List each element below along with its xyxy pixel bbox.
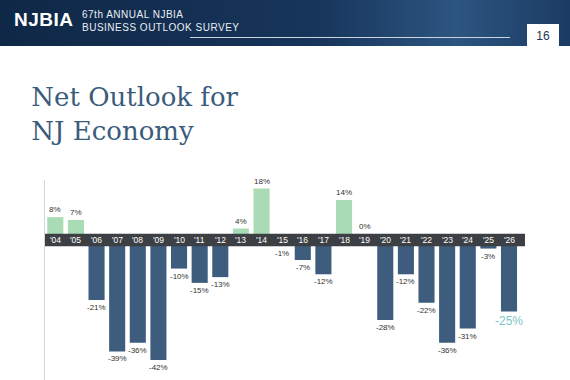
svg-text:-36%: -36%	[438, 346, 457, 355]
svg-text:'13: '13	[235, 235, 246, 245]
svg-text:'22: '22	[421, 235, 432, 245]
svg-text:-13%: -13%	[211, 280, 230, 289]
svg-text:-10%: -10%	[170, 272, 189, 281]
svg-text:Net Outlook forNJ Economy: Net Outlook forNJ Economy	[31, 82, 238, 146]
svg-text:'04: '04	[50, 235, 61, 245]
svg-text:'09: '09	[153, 235, 164, 245]
svg-text:-12%: -12%	[314, 277, 333, 286]
svg-text:8%: 8%	[49, 205, 61, 214]
svg-text:-12%: -12%	[396, 277, 415, 286]
svg-text:-28%: -28%	[376, 323, 395, 332]
svg-text:'20: '20	[380, 235, 391, 245]
svg-text:'25: '25	[483, 235, 494, 245]
svg-text:'16: '16	[297, 235, 308, 245]
svg-text:-25%: -25%	[495, 314, 523, 328]
svg-text:-15%: -15%	[190, 286, 209, 295]
svg-text:7%: 7%	[70, 208, 82, 217]
svg-text:'19: '19	[359, 235, 370, 245]
html-text:16: 16	[536, 29, 550, 43]
svg-text:'11: '11	[194, 235, 205, 245]
svg-text:'17: '17	[318, 235, 329, 245]
svg-text:'24: '24	[462, 235, 473, 245]
svg-text:-22%: -22%	[417, 306, 436, 315]
svg-text:'18: '18	[339, 235, 350, 245]
svg-text:'12: '12	[215, 235, 226, 245]
svg-text:'06: '06	[91, 235, 102, 245]
svg-text:'15: '15	[277, 235, 288, 245]
svg-text:-7%: -7%	[296, 263, 310, 272]
svg-text:-36%: -36%	[128, 346, 147, 355]
svg-text:4%: 4%	[235, 217, 247, 226]
svg-text:'23: '23	[442, 235, 453, 245]
svg-text:'05: '05	[70, 235, 81, 245]
svg-text:0%: 0%	[359, 222, 371, 231]
svg-text:'07: '07	[112, 235, 123, 245]
svg-text:-21%: -21%	[87, 303, 106, 312]
svg-text:-39%: -39%	[108, 354, 127, 363]
html-text:67th ANNUAL NJBIA: 67th ANNUAL NJBIA	[82, 9, 184, 20]
svg-text:-1%: -1%	[275, 249, 289, 258]
svg-text:-31%: -31%	[458, 332, 477, 341]
svg-text:'21: '21	[400, 235, 411, 245]
svg-text:'14: '14	[256, 235, 267, 245]
svg-text:-3%: -3%	[481, 252, 495, 261]
html-text:NJBIA: NJBIA	[14, 9, 74, 30]
html-text:BUSINESS OUTLOOK SURVEY: BUSINESS OUTLOOK SURVEY	[82, 22, 240, 33]
svg-text:'26: '26	[504, 235, 515, 245]
svg-text:'10: '10	[174, 235, 185, 245]
svg-text:'08: '08	[132, 235, 143, 245]
svg-text:18%: 18%	[254, 177, 270, 186]
svg-text:-42%: -42%	[149, 363, 168, 372]
svg-text:14%: 14%	[336, 188, 352, 197]
